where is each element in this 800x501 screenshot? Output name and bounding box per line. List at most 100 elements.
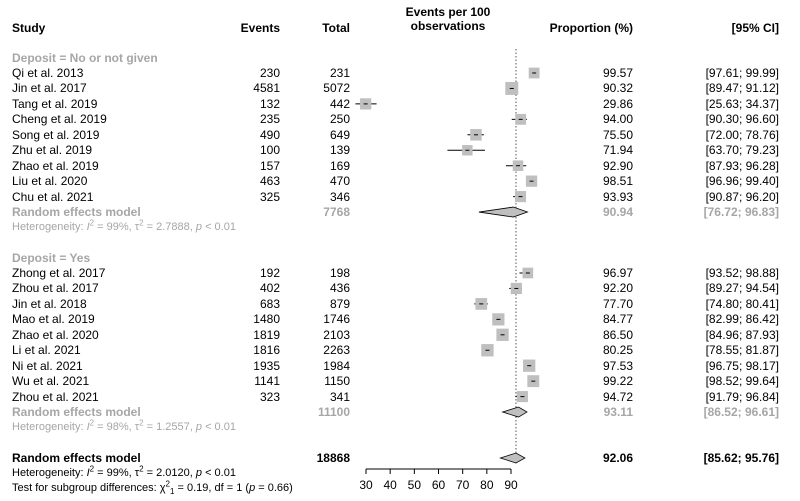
study-total: 1746 — [323, 312, 350, 327]
header-plot-line1: Events per 100 — [405, 5, 491, 19]
x-tick-label: 80 — [480, 478, 494, 492]
study-ci: [63.70; 79.23] — [705, 143, 779, 158]
study-name: Liu et al. 2020 — [12, 174, 88, 189]
study-ci: [96.75; 98.17] — [705, 358, 779, 373]
study-total: 231 — [329, 66, 350, 80]
study-proportion: 94.00 — [602, 112, 633, 127]
study-proportion: 94.72 — [602, 389, 633, 404]
x-tick-label: 40 — [383, 478, 397, 492]
study-ci: [89.47; 91.12] — [705, 81, 779, 96]
study-events: 490 — [259, 127, 280, 142]
header-ci: [95% CI] — [731, 21, 779, 35]
overall-model-label: Random effects model — [12, 451, 141, 465]
study-ci: [25.63; 34.37] — [705, 96, 779, 111]
x-tick-label: 60 — [432, 478, 446, 492]
study-events: 1816 — [253, 343, 280, 358]
study-events: 100 — [259, 143, 280, 158]
study-ci: [96.96; 99.40] — [705, 174, 779, 189]
study-proportion: 77.70 — [602, 296, 633, 311]
study-name: Zhu et al. 2019 — [12, 143, 93, 158]
study-name: Wu et al. 2021 — [12, 374, 90, 389]
study-proportion: 92.90 — [602, 158, 633, 173]
study-events: 325 — [259, 189, 280, 204]
study-name: Cheng et al. 2019 — [12, 112, 107, 127]
study-events: 230 — [259, 66, 280, 80]
study-proportion: 71.94 — [602, 143, 633, 158]
x-tick-label: 50 — [408, 478, 422, 492]
study-name: Tang et al. 2019 — [12, 96, 98, 111]
study-ci: [90.30; 96.60] — [705, 112, 779, 127]
study-name: Zhao et al. 2019 — [12, 158, 99, 173]
study-events: 235 — [259, 112, 280, 127]
group-heterogeneity: Heterogeneity: I2 = 99%, τ2 = 2.7888, p … — [12, 218, 236, 234]
study-total: 139 — [329, 143, 350, 158]
study-total: 198 — [329, 266, 350, 280]
study-name: Zhao et al. 2020 — [12, 327, 99, 342]
study-name: Zhou et al. 2017 — [12, 281, 99, 296]
study-name: Song et al. 2019 — [12, 127, 100, 142]
study-proportion: 80.25 — [602, 343, 633, 358]
group-model-proportion: 93.11 — [603, 405, 633, 420]
study-name: Chu et al. 2021 — [12, 189, 94, 204]
study-total: 341 — [329, 389, 350, 404]
subgroup-test: Test for subgroup differences: χ21 = 0.1… — [12, 479, 293, 497]
study-proportion: 99.57 — [602, 66, 633, 80]
study-events: 1819 — [253, 327, 280, 342]
study-proportion: 97.53 — [602, 358, 633, 373]
study-events: 683 — [259, 296, 280, 311]
study-events: 157 — [259, 158, 280, 173]
group-model-proportion: 90.94 — [602, 205, 633, 220]
study-total: 346 — [329, 189, 350, 204]
overall-model-proportion: 92.06 — [602, 451, 633, 465]
study-total: 470 — [329, 174, 350, 189]
group-label: Deposit = No or not given — [12, 51, 158, 65]
study-proportion: 99.22 — [602, 374, 633, 389]
study-proportion: 98.51 — [602, 174, 633, 189]
study-ci: [74.80; 80.41] — [705, 296, 779, 311]
group-model-total: 11100 — [317, 405, 350, 420]
study-proportion: 92.20 — [602, 281, 633, 296]
study-proportion: 29.86 — [602, 96, 633, 111]
study-name: Jin et al. 2017 — [12, 81, 87, 96]
study-events: 132 — [259, 96, 280, 111]
group-heterogeneity: Heterogeneity: I2 = 98%, τ2 = 1.2557, p … — [12, 418, 236, 434]
study-events: 402 — [259, 281, 280, 296]
header-plot-line2: observations — [410, 19, 486, 33]
study-name: Zhong et al. 2017 — [12, 266, 106, 280]
group-model-label: Random effects model — [12, 405, 141, 420]
study-total: 2103 — [323, 327, 350, 342]
study-ci: [87.93; 96.28] — [705, 158, 779, 173]
study-total: 1984 — [323, 358, 350, 373]
study-total: 1150 — [324, 374, 350, 389]
study-ci: [98.52; 99.64] — [705, 374, 779, 389]
study-total: 649 — [329, 127, 350, 142]
group-model-ci: [76.72; 96.83] — [703, 205, 779, 220]
study-ci: [93.52; 98.88] — [705, 266, 779, 280]
study-proportion: 93.93 — [602, 189, 633, 204]
study-name: Jin et al. 2018 — [12, 296, 87, 311]
study-events: 323 — [259, 389, 280, 404]
study-proportion: 75.50 — [602, 127, 633, 142]
study-ci: [97.61; 99.99] — [705, 66, 779, 80]
study-events: 192 — [259, 266, 280, 280]
overall-model-total: 18868 — [316, 451, 350, 465]
overall-heterogeneity: Heterogeneity: I2 = 99%, τ2 = 2.0120, p … — [12, 464, 236, 479]
study-proportion: 84.77 — [602, 312, 633, 327]
group-model-total: 7768 — [323, 205, 350, 220]
overall-diamond — [499, 452, 526, 464]
study-events: 1141 — [254, 374, 280, 389]
study-events: 463 — [259, 174, 280, 189]
study-name: Mao et al. 2019 — [12, 312, 95, 327]
study-ci: [91.79; 96.84] — [705, 389, 779, 404]
group-label: Deposit = Yes — [12, 251, 91, 265]
study-name: Li et al. 2021 — [12, 343, 81, 358]
study-ci: [84.96; 87.93] — [705, 327, 779, 342]
study-events: 1935 — [253, 358, 280, 373]
study-proportion: 96.97 — [602, 266, 633, 280]
study-name: Zhou et al. 2021 — [12, 389, 99, 404]
study-total: 2263 — [323, 343, 350, 358]
overall-model-ci: [85.62; 95.76] — [703, 451, 779, 465]
header-proportion: Proportion (%) — [549, 21, 633, 35]
study-total: 169 — [329, 158, 350, 173]
